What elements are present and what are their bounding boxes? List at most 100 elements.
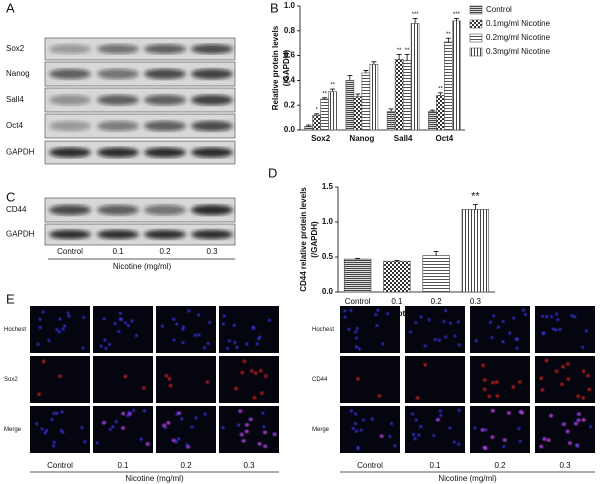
nucleus xyxy=(390,422,394,426)
band xyxy=(191,68,233,80)
nucleus xyxy=(349,409,353,413)
nucleus xyxy=(388,435,392,439)
nucleus xyxy=(556,318,560,322)
signal xyxy=(168,383,173,388)
nucleus xyxy=(496,325,500,329)
nucleus xyxy=(63,324,67,328)
nucleus xyxy=(104,346,108,350)
signal xyxy=(263,444,268,449)
signal xyxy=(142,386,146,390)
micrograph xyxy=(405,356,465,403)
band xyxy=(191,147,233,158)
nucleus xyxy=(437,338,441,342)
signal xyxy=(577,412,582,416)
legend-label: 0.1mg/ml Nicotine xyxy=(486,19,551,28)
nucleus xyxy=(208,321,212,325)
blot-row-label: Nanog xyxy=(6,69,30,78)
x-tick-label: Sox2 xyxy=(311,134,331,143)
nucleus xyxy=(261,411,265,415)
nucleus xyxy=(414,418,418,422)
nucleus xyxy=(414,321,418,325)
signal xyxy=(252,395,257,400)
band xyxy=(144,68,186,80)
x-tick-label: 0.1 xyxy=(391,297,403,306)
nucleus xyxy=(237,423,241,427)
panel-label: D xyxy=(268,165,277,180)
nucleus xyxy=(555,312,559,316)
panel-label: A xyxy=(6,0,15,15)
y-tick-label: 0.2 xyxy=(284,100,296,109)
nucleus xyxy=(490,335,494,339)
signal xyxy=(259,368,263,373)
band xyxy=(97,204,139,216)
signal xyxy=(172,438,176,443)
nucleus xyxy=(473,426,477,430)
nucleus xyxy=(61,327,65,331)
signal xyxy=(539,376,544,381)
y-axis-label: Relative protein levels xyxy=(271,25,280,110)
nucleus xyxy=(160,324,164,328)
nucleus xyxy=(102,317,106,321)
nucleus xyxy=(575,444,579,448)
nucleus xyxy=(83,440,87,444)
bar xyxy=(452,20,461,131)
micrograph xyxy=(405,306,465,353)
nucleus xyxy=(187,309,191,313)
significance: * xyxy=(315,107,318,113)
nucleus xyxy=(376,308,380,312)
signal xyxy=(494,380,499,384)
band xyxy=(49,147,91,158)
signal xyxy=(491,408,495,413)
nucleus xyxy=(349,308,353,312)
nucleus xyxy=(581,345,585,349)
band xyxy=(97,44,139,54)
nucleus xyxy=(457,408,461,412)
nucleus xyxy=(50,418,54,422)
blot-strip xyxy=(44,223,236,246)
nucleus xyxy=(444,335,448,339)
nucleus xyxy=(233,340,237,344)
legend-swatch xyxy=(469,47,483,57)
nucleus xyxy=(60,410,64,414)
bar xyxy=(461,209,490,293)
nucleus xyxy=(343,309,347,313)
nucleus xyxy=(381,342,385,346)
nucleus xyxy=(245,342,249,346)
nucleus xyxy=(432,434,436,438)
nucleus xyxy=(419,425,423,429)
signal xyxy=(549,413,554,418)
nucleus xyxy=(347,327,351,331)
nucleus xyxy=(228,339,232,343)
nucleus xyxy=(501,320,505,324)
bar xyxy=(428,111,437,131)
signal xyxy=(507,411,512,415)
nucleus xyxy=(375,323,379,327)
lane-label: 0.1 xyxy=(429,461,441,470)
band xyxy=(191,94,233,106)
signal xyxy=(162,423,167,428)
nucleus xyxy=(541,314,545,318)
signal xyxy=(253,371,258,375)
image-row-label: CD44 xyxy=(312,377,328,383)
lane-label: 0.3 xyxy=(243,461,255,470)
signal xyxy=(242,439,246,443)
micrograph xyxy=(535,406,595,453)
nucleus xyxy=(35,422,39,426)
bar xyxy=(422,255,450,293)
y-tick-label: 0.0 xyxy=(322,287,334,296)
signal xyxy=(423,363,428,367)
nucleus xyxy=(255,342,259,346)
nucleus xyxy=(357,347,361,351)
nucleus xyxy=(82,315,86,319)
significance: ** xyxy=(438,86,443,92)
band xyxy=(97,120,139,132)
y-tick-label: 1.0 xyxy=(322,217,334,226)
nucleus xyxy=(551,327,555,331)
y-tick-label: 0.0 xyxy=(284,125,296,134)
signal xyxy=(245,423,250,427)
nucleus xyxy=(355,429,359,433)
nucleus xyxy=(139,437,143,441)
nucleus xyxy=(235,345,239,349)
signal xyxy=(503,438,507,442)
signal xyxy=(482,387,487,392)
